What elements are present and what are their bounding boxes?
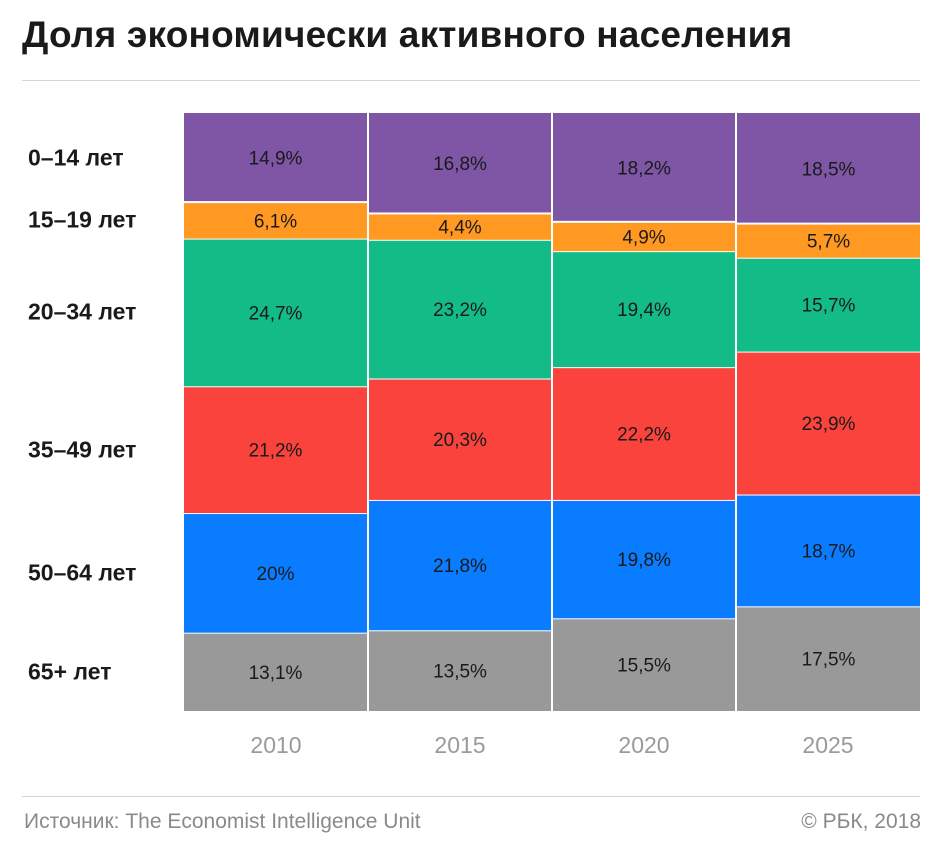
data-label: 20,3% [433,430,487,451]
x-tick-label: 2025 [802,732,853,758]
data-label: 6,1% [254,211,297,232]
bar-segment-65+-2025 [737,607,920,711]
x-tick-label: 2020 [618,732,669,758]
data-label: 22,2% [617,425,671,446]
footer-divider [22,796,920,797]
bar-segment-50-64-2025 [737,495,920,607]
series-label-35-49: 35–49 лет [28,436,137,463]
series-label-65+: 65+ лет [28,658,112,685]
chart-title: Доля экономически активного населения [22,14,793,55]
series-label-20-34: 20–34 лет [28,298,137,325]
series-label-0-14: 0–14 лет [28,144,124,171]
bar-segment-20-34-2010 [184,239,367,387]
bar-segment-20-34-2025 [737,258,920,352]
bar-segment-65+-2010 [184,633,367,711]
data-label: 16,8% [433,154,487,175]
data-label: 15,7% [802,296,856,317]
bar-segment-15-19-2025 [737,224,920,258]
data-label: 21,2% [249,441,303,462]
bar-segment-35-49-2010 [184,387,367,514]
bar-segment-65+-2015 [369,631,551,711]
data-label: 13,1% [249,663,303,684]
bar-segment-35-49-2015 [369,379,551,500]
data-label: 18,2% [617,158,671,179]
data-label: 13,5% [433,662,487,683]
bar-segment-0-14-2025 [737,113,920,223]
bar-segment-20-34-2020 [553,252,735,368]
data-label: 19,4% [617,300,671,321]
data-label: 4,9% [622,227,665,248]
data-label: 15,5% [617,656,671,677]
bar-segment-15-19-2015 [369,214,551,240]
series-label-15-19: 15–19 лет [28,206,137,233]
bar-segment-20-34-2015 [369,240,551,379]
data-label: 19,8% [617,550,671,571]
x-tick-label: 2015 [434,732,485,758]
data-label: 21,8% [433,556,487,577]
data-label: 17,5% [802,650,856,671]
x-tick-label: 2010 [250,732,301,758]
bar-segment-65+-2020 [553,619,735,711]
data-label: 23,2% [433,300,487,321]
data-label: 14,9% [249,149,303,170]
data-label: 4,4% [438,218,481,239]
bar-segment-0-14-2010 [184,113,367,202]
copyright-note: © РБК, 2018 [801,810,921,833]
title-divider [22,80,920,81]
bar-segment-15-19-2010 [184,203,367,239]
bar-segment-0-14-2020 [553,113,735,221]
bar-segment-35-49-2025 [737,352,920,495]
data-label: 23,9% [802,414,856,435]
series-label-50-64: 50–64 лет [28,559,137,586]
bar-segment-0-14-2015 [369,113,551,213]
data-label: 18,5% [802,159,856,180]
data-label: 24,7% [249,303,303,324]
bar-segment-50-64-2010 [184,514,367,633]
data-label: 20% [256,564,294,585]
data-label: 18,7% [802,541,856,562]
bar-segment-50-64-2020 [553,500,735,619]
bar-segment-15-19-2020 [553,222,735,252]
bar-segment-35-49-2020 [553,368,735,500]
bar-segment-50-64-2015 [369,500,551,631]
source-note: Источник: The Economist Intelligence Uni… [24,810,421,833]
mekko-chart: 14,9% 6,1% 24,7% 21,2% 20% 13,1% 2010 16,8% 4,4%… [184,113,920,758]
data-label: 5,7% [807,232,850,253]
